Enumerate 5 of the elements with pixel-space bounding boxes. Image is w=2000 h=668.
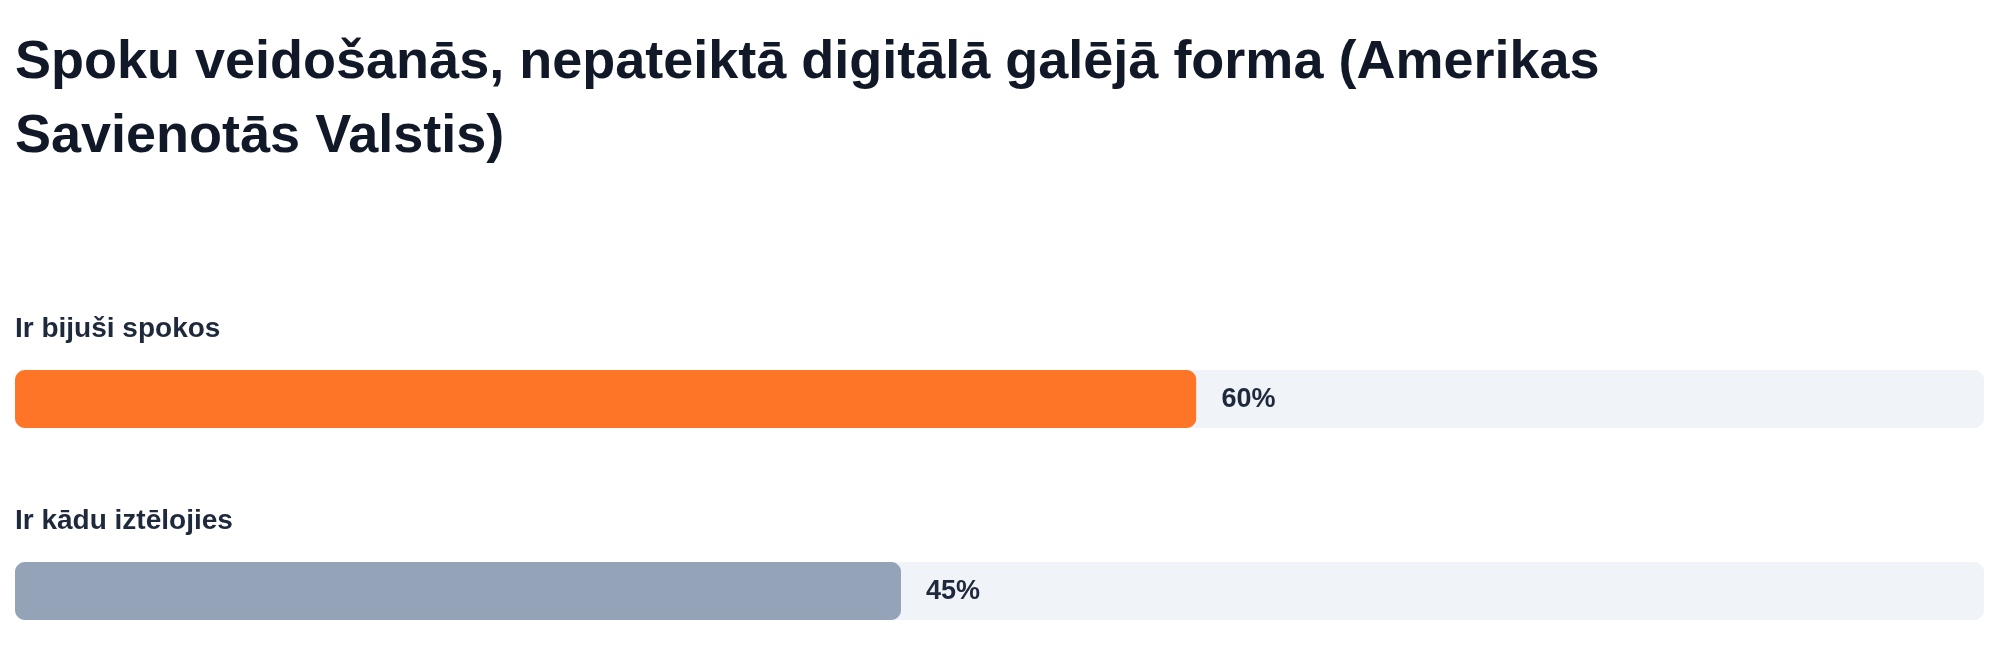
data-label: 60% (1221, 383, 1276, 413)
y-tick-label: Ir bijuši spokos (15, 312, 221, 343)
chart-title: Spoku veidošanās, nepateiktā digitālā galējā forma (Amerikas Savienotās Valstis) (15, 28, 1601, 165)
data-label: 45% (926, 575, 981, 605)
y-tick-label: Ir kādu iztēlojies (15, 504, 233, 535)
